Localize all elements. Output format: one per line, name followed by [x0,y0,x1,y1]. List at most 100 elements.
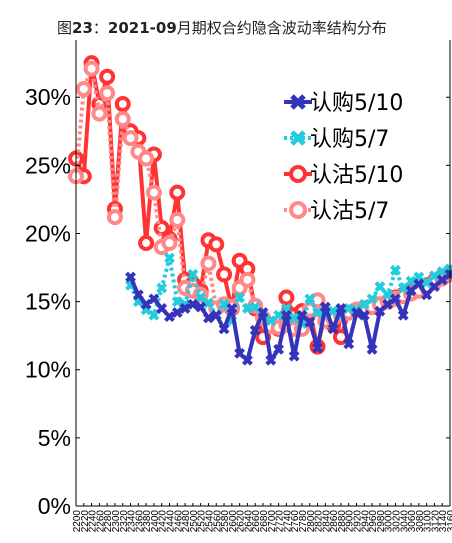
x-tick-label: 2800 [306,510,317,533]
x-tick-label: 2720 [275,510,286,533]
data-point [138,150,155,167]
data-point [179,303,191,314]
data-point [169,211,186,228]
y-tick-label: 0% [38,493,71,519]
data-point [273,343,284,355]
data-point [106,209,123,226]
x-tick-label: 2780 [298,510,309,533]
x-tick-label: 2320 [119,510,130,533]
data-point [114,111,131,128]
data-point [218,323,230,335]
data-point [257,307,269,318]
legend-marker [289,201,307,219]
x-tick-label: 2500 [189,510,200,533]
x-axis-ticks: 2200222022402260228023002320234023602380… [72,503,452,532]
data-point [161,235,178,252]
x-tick-label: 2740 [282,510,293,533]
x-tick-label: 2560 [212,510,223,533]
series-layer [68,55,452,366]
x-tick-label: 2640 [243,510,254,533]
x-tick-label: 2440 [166,510,177,533]
data-point [436,266,448,278]
y-tick-label: 25% [25,152,71,178]
data-point [319,301,331,313]
x-tick-label: 3020 [391,510,402,533]
legend-label: 认购5/10 [310,91,403,116]
legend-label: 认沽5/7 [310,199,389,224]
y-axis-ticks: 0% 5% 10% 15% 20% 25% 30% [25,84,450,519]
data-point [358,309,370,321]
data-point [187,298,199,310]
legend: 认购5/10 认购5/7 认沽5/10 认沽5/7 [284,91,403,224]
data-point [148,293,160,305]
legend-label: 认沽5/10 [310,163,403,188]
data-point [234,292,246,303]
data-point [125,271,136,283]
legend-item: 认沽5/7 [284,199,389,224]
data-point [366,293,378,305]
data-point [239,271,256,288]
x-tick-label: 2220 [80,510,91,533]
data-point [234,347,246,359]
y-tick-label: 10% [25,357,71,383]
chart-title-part: ： [93,19,108,37]
data-point [351,307,362,318]
data-point [122,130,139,147]
x-tick-label: 2660 [251,510,262,533]
data-point [327,305,339,317]
data-point [280,309,292,321]
data-point [156,303,168,314]
y-tick-label: 15% [25,289,71,315]
data-point [91,105,108,122]
data-point [203,297,214,309]
chart-title-part: 2021-09 [108,19,177,37]
data-point [200,255,217,272]
data-point [164,311,175,323]
data-point [208,236,225,253]
x-tick-label: 2920 [353,510,364,533]
legend-label: 认购5/7 [310,127,389,152]
x-tick-label: 3060 [407,510,418,533]
x-tick-label: 2580 [220,510,231,533]
data-point [413,278,425,290]
data-point [171,296,183,308]
data-point [83,60,100,77]
legend-marker [289,165,307,183]
x-tick-label: 2880 [337,510,348,533]
x-tick-label: 2400 [150,510,161,533]
data-point [164,252,175,264]
x-tick-label: 2600 [228,510,239,533]
x-tick-label: 2280 [103,510,114,533]
x-tick-label: 3040 [399,510,410,533]
data-point [278,289,295,306]
chart-title-part: 月期权合约隐含波动率结构分布 [177,19,387,37]
x-tick-label: 2540 [204,510,215,533]
data-point [374,281,386,293]
data-point [366,343,378,355]
data-point [148,309,160,321]
data-point [195,301,207,313]
x-tick-label: 3000 [384,510,395,533]
data-point [132,289,144,301]
x-tick-label: 2760 [290,510,301,533]
data-point [138,235,155,252]
data-point [218,298,230,310]
x-tick-label: 2380 [142,510,153,533]
legend-marker [290,130,306,146]
data-point [421,289,433,301]
data-point [397,282,409,294]
x-tick-label: 2940 [360,510,371,533]
data-point [216,266,233,283]
data-point [429,281,440,293]
x-tick-label: 2420 [158,510,169,533]
x-tick-label: 2900 [345,510,356,533]
legend-marker [290,94,306,110]
x-tick-label: 2860 [329,510,340,533]
x-tick-label: 2620 [236,510,247,533]
x-tick-label: 2300 [111,510,122,533]
data-point [304,293,316,305]
data-point [374,305,386,317]
data-point [203,312,214,324]
data-point [145,184,162,201]
